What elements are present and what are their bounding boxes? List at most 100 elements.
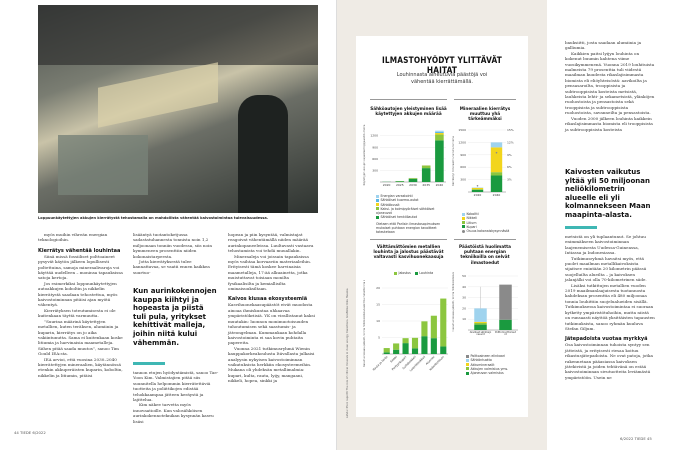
x-tick-label: Rauta ja teräs [372,355,389,372]
page-footer-left: 44 TIEDE 6/2022 [14,430,46,435]
chart-2: 300 3% 600 6% 900 9% 1200 12% 1500 15% 2020 2040 Kie… [452,128,514,197]
y2-tick-label: 15% [507,128,514,132]
chart-3-legend: Jalostus Louhinta [394,271,444,275]
legend-label: Sähköiset kuorma-autot [380,198,419,203]
legend-swatch [466,363,469,367]
paragraph: ”Suurina määrinä käytettyjen metallien, … [38,318,123,357]
legend-label: Louhinta [419,271,434,275]
section-heading: Jätepadoista vuotaa myrkkyä [565,336,648,343]
bar-segment [499,319,512,330]
paragraph: hopean ja piin kysyntää, valmistajat rea… [228,232,314,254]
chart-1-note: Oletaen että Pariisin ilmastosopimuksen … [376,221,441,235]
legend-label: Nikkeli [466,216,478,221]
bar-segment [440,346,447,354]
legend-label: Jalostus [398,271,411,275]
accent-bar [133,362,165,365]
y-tick-label: 600 [460,165,466,169]
y-axis-label: Kasvihuonekaasupäästöt, tonnia hiilidiok… [363,280,366,367]
accent-bar [565,226,597,229]
gutter [336,0,337,450]
paragraph: Vuonna 2021 tutkimusryhmä Wienin kauppak… [228,345,315,384]
legend-swatch [466,371,469,375]
paragraph: Kaikkien paitsi lyijyn louhinta on koken… [565,50,655,116]
legend-swatch [462,225,465,229]
bar-segment [490,147,503,173]
legend-label: Energian varastointi [380,194,413,198]
paragraph: Jos esimerkiksi loppuunkäytettyjen autoa… [38,280,118,308]
paragraph: Lisäksi tutkittujen metallien vuoden 201… [565,282,655,331]
bar-segment [435,140,444,182]
x-tick-label: Sinkki [389,355,398,364]
bar-segment [435,133,444,135]
legend-swatch [376,203,379,207]
legend-item: Akkumineraalit [466,363,524,367]
y-tick-label: 300 [460,178,466,182]
legend-item: Jalostus [394,271,411,275]
divider [454,239,516,240]
y2-tick-label: 9% [507,153,512,157]
y-tick-label: 15 [376,303,380,307]
legend-swatch [376,198,379,202]
bar-segment [474,324,487,330]
legend-swatch [466,358,469,362]
divider [370,239,447,240]
legend-swatch [414,271,418,275]
legend-swatch [462,216,465,220]
paragraph: Osa kaivostoiminnan tuhoista syntyy sen … [565,342,653,380]
legend-label: Kaksi- ja kolmipyöräiset sähköiset ajone… [376,206,435,216]
y2-tick-label: 3% [507,178,512,182]
y2-tick-label: 12% [507,140,514,144]
chart-1: 300 600 900 1200 2020 2025 2030 2035 2040 Käytett… [363,124,446,187]
legend-item: Energian varastointi [376,194,448,198]
chart-2-legend: Koboltti Nikkeli Litium Kupari Osuus kokonai… [462,212,522,233]
legend-item: Polttoaineen elinkaari [466,354,524,358]
bar-segment [421,165,431,169]
chart-4-title: Päästöistä huolimatta puhtaan energian t… [459,244,511,265]
article-column-right-bottom: metsistä on yli tuplaantunut. Se johtuu … [565,234,655,380]
legend-label: Sähköiset henkilöautot [380,215,417,220]
paragraph: lisääntyä tuotantoketjussa sadastatuhann… [133,232,212,259]
paragraph: tannon etujen hyödyntämistä, sanoo Tae-Y… [133,370,219,403]
legend-item: Sähköiset kuorma-autot [376,198,448,202]
x-tick-label: Polttomoottoriautot [495,330,516,337]
legend-item: Sähköiset henkilöautot [376,215,448,219]
x-tick-label: 2025 [396,183,404,187]
chart-4-legend: Polttoaineen elinkaari Sähköntuotto Akkumi… [466,354,524,375]
paragraph: Kasvihuonekaasupäästöt eivät muodosta ai… [228,302,315,346]
bar-segment [383,348,390,353]
bar-segment [435,130,444,132]
legend-item: Sähköbussit [376,203,448,207]
bar-segment [408,178,418,182]
divider [370,99,447,100]
chart-4: 10 20 30 40 50 Elinkaaren kasvihuonekaasupääs… [452,272,518,332]
bar-segment [490,175,503,192]
legend-swatch [376,207,379,211]
y-tick-label: 50 [462,274,466,278]
bar-segment [402,338,409,344]
paragraph: Kim näkee tarvetta myös innovaatioille. … [133,402,214,424]
bar-segment [411,337,419,349]
bar-segment [402,343,409,354]
bar-segment [474,321,487,323]
legend-swatch [462,229,465,233]
bar-segment [471,189,484,192]
bar-segment [474,322,487,325]
infographic-title: ILMASTOHYÖDYT YLITTÄVÄT HAITAT [381,56,503,76]
bar-segment [383,352,390,354]
share-marker [495,151,498,154]
x-tick-label: 2040 [493,193,501,197]
y-tick-label: 20 [376,286,380,290]
legend-item: Koboltti [462,212,522,216]
x-tick-label: Akulliset sähköajoneuvot [469,330,492,337]
legend-swatch [376,194,379,198]
paragraph: Jotta kierrätyksestä tulee kannattavaa, … [133,259,210,275]
infographic-subtitle: Louhinnasta aiheutuvia päästöjä voi vähe… [396,72,488,85]
legend-label: Koboltti [466,212,479,216]
legend-item: Litium [462,221,522,225]
legend-label: Sähköntuotto [470,358,492,363]
bar-segment [430,315,437,339]
paragraph: Kierrätyksen toteutumisesta ei ole kuite… [38,307,116,319]
paragraph: IEA arvioi, että vuosina 2030–2040 kierr… [38,356,123,378]
bar-segment [471,189,484,190]
